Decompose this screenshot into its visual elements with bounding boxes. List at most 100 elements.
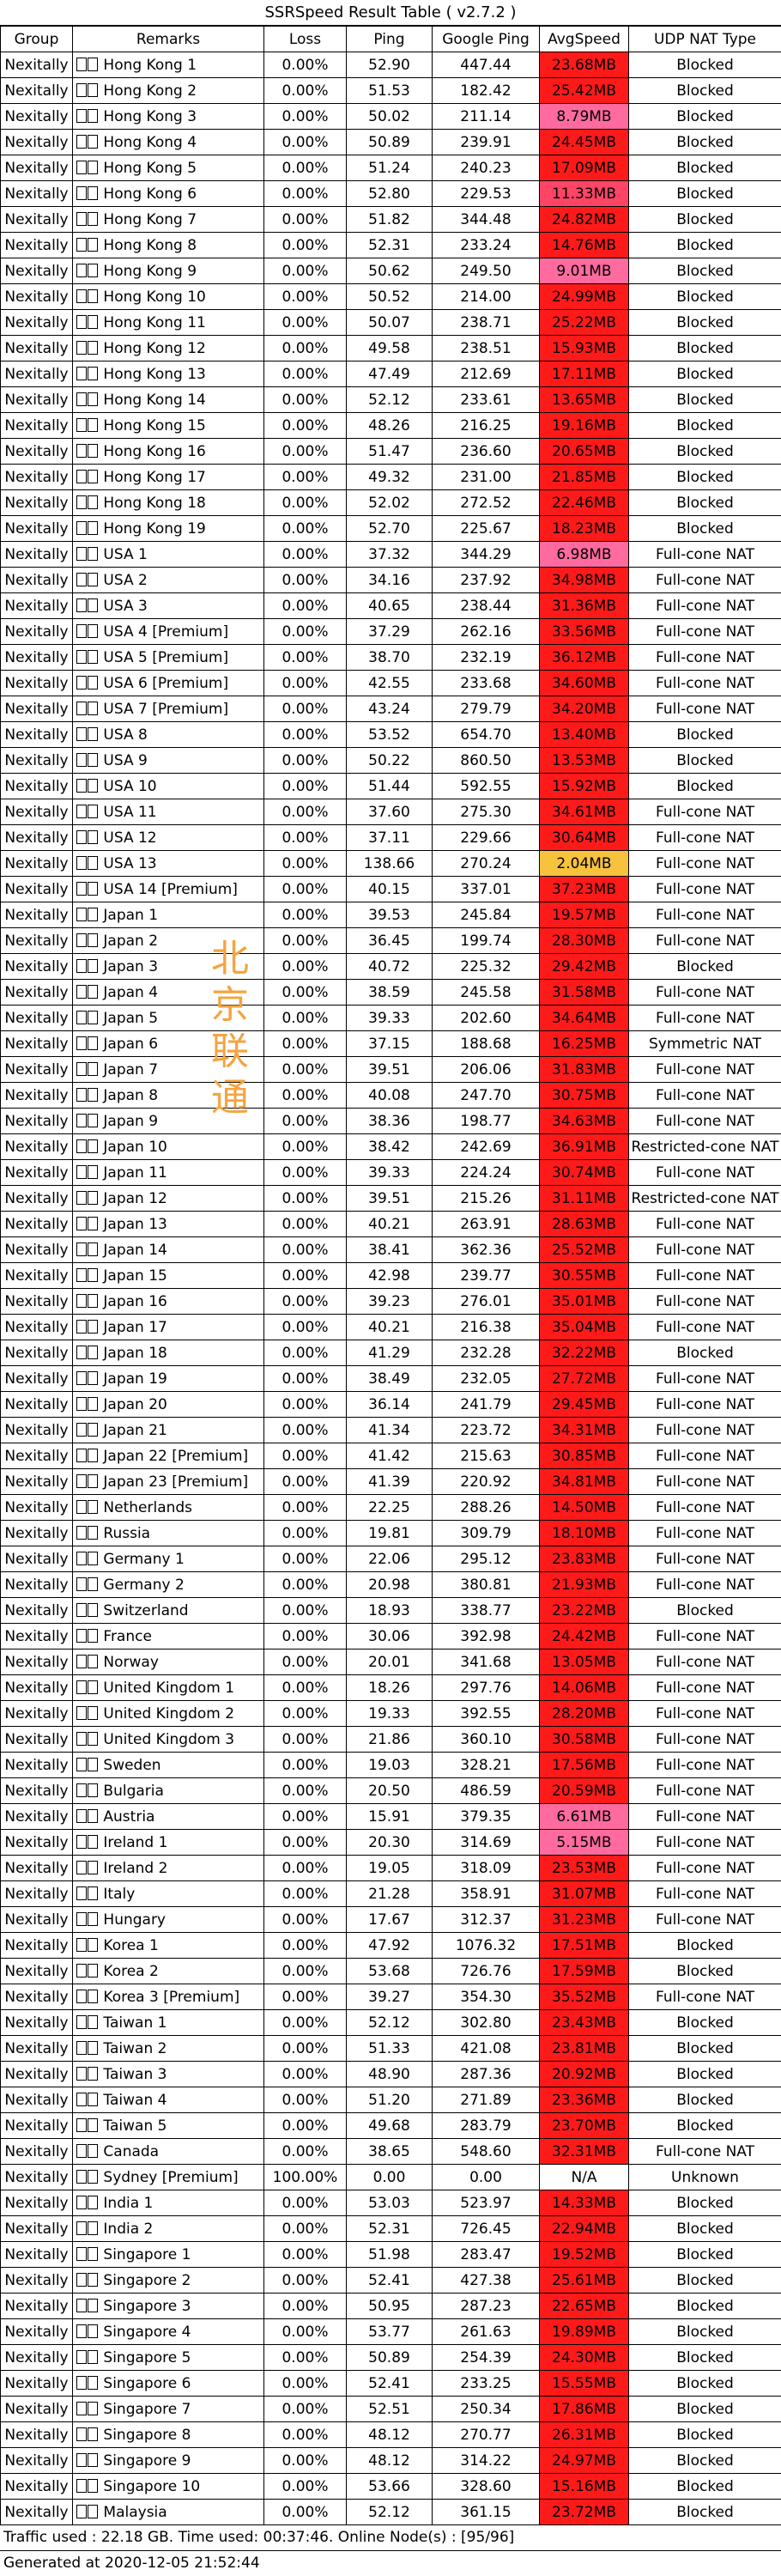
cell-remarks: Hungary	[72, 1906, 264, 1933]
cell-google-ping: 215.63	[432, 1443, 540, 1469]
table-row: Nexitally Singapore 6 0.00% 52.41 233.25 15.…	[0, 2370, 781, 2397]
remark-text: USA 10	[103, 777, 157, 795]
cell-loss: 0.00%	[263, 2473, 347, 2500]
cell-group: Nexitally	[0, 1958, 73, 1984]
cell-google-ping: 240.23	[432, 155, 540, 181]
cell-ping: 50.89	[346, 2344, 433, 2371]
cell-avg-speed: 24.45MB	[539, 129, 629, 155]
cell-udp-nat-type: Blocked	[628, 1340, 781, 1366]
flag-icon	[76, 160, 87, 174]
cell-avg-speed: 23.43MB	[539, 2009, 629, 2036]
stamp-char: 通	[211, 1076, 249, 1120]
cell-group: Nexitally	[0, 1855, 73, 1881]
cell-udp-nat-type: Full-cone NAT	[628, 1494, 781, 1521]
cell-remarks: Hong Kong 1	[72, 52, 264, 78]
table-row: Nexitally Hong Kong 8 0.00% 52.31 233.24 14.…	[0, 232, 781, 258]
cell-avg-speed: 20.65MB	[539, 438, 629, 465]
cell-ping: 50.07	[346, 309, 433, 336]
cell-remarks: Japan 9	[72, 1108, 264, 1134]
flag-icon	[88, 2504, 98, 2518]
cell-group: Nexitally	[0, 1417, 73, 1443]
flag-icon	[88, 752, 98, 767]
flag-icon	[88, 933, 98, 947]
remark-text: Taiwan 2	[103, 2039, 167, 2057]
cell-udp-nat-type: Blocked	[628, 773, 781, 799]
cell-avg-speed: 25.22MB	[539, 309, 629, 336]
cell-ping: 21.86	[346, 1726, 433, 1753]
cell-loss: 0.00%	[263, 489, 347, 516]
cell-loss: 0.00%	[263, 1365, 347, 1392]
cell-google-ping: 241.79	[432, 1391, 540, 1418]
flag-icon	[76, 1577, 87, 1591]
cell-google-ping: 592.55	[432, 773, 540, 799]
cell-avg-speed: 13.05MB	[539, 1649, 629, 1675]
flag-icon	[88, 829, 98, 844]
table-row: Nexitally Japan 7 0.00% 39.51 206.06 31.83MB…	[0, 1056, 781, 1083]
cell-avg-speed: 33.56MB	[539, 618, 629, 645]
cell-google-ping: 288.26	[432, 1494, 540, 1521]
table-row: Nexitally Norway 0.00% 20.01 341.68 13.05MB F…	[0, 1649, 781, 1675]
cell-group: Nexitally	[0, 2035, 73, 2062]
cell-google-ping: 328.21	[432, 1752, 540, 1778]
cell-ping: 39.51	[346, 1185, 433, 1212]
cell-udp-nat-type: Full-cone NAT	[628, 1752, 781, 1778]
flag-icon	[76, 2401, 87, 2415]
cell-ping: 53.03	[346, 2190, 433, 2216]
cell-avg-speed: 23.81MB	[539, 2035, 629, 2062]
cell-ping: 19.03	[346, 1752, 433, 1778]
flag-icon	[88, 2169, 98, 2184]
table-row: Nexitally India 1 0.00% 53.03 523.97 14.33MB…	[0, 2190, 781, 2216]
flag-icon	[88, 1757, 98, 1771]
cell-udp-nat-type: Full-cone NAT	[628, 1391, 781, 1418]
cell-ping: 53.52	[346, 721, 433, 748]
cell-loss: 0.00%	[263, 1314, 347, 1340]
flag-icon	[76, 2066, 87, 2081]
remark-text: Japan 2	[103, 932, 159, 950]
cell-group: Nexitally	[0, 2396, 73, 2422]
cell-remarks: Italy	[72, 1880, 264, 1907]
cell-avg-speed: 18.23MB	[539, 515, 629, 542]
flag-icon	[88, 2195, 98, 2209]
cell-udp-nat-type: Blocked	[628, 2396, 781, 2422]
cell-group: Nexitally	[0, 258, 73, 284]
table-row: Nexitally Hong Kong 3 0.00% 50.02 211.14 8.7…	[0, 103, 781, 130]
remark-text: Singapore 4	[103, 2323, 191, 2341]
cell-remarks: Netherlands	[72, 1494, 264, 1521]
cell-udp-nat-type: Full-cone NAT	[628, 1056, 781, 1083]
flag-icon	[88, 1808, 98, 1823]
cell-avg-speed: 19.16MB	[539, 412, 629, 439]
cell-google-ping: 233.25	[432, 2370, 540, 2397]
cell-loss: 0.00%	[263, 1803, 347, 1830]
cell-google-ping: 254.39	[432, 2344, 540, 2371]
table-row: Nexitally Italy 0.00% 21.28 358.91 31.07MB Fu…	[0, 1880, 781, 1907]
cell-avg-speed: 26.31MB	[539, 2421, 629, 2448]
remark-text: USA 1	[103, 545, 148, 563]
cell-udp-nat-type: Full-cone NAT	[628, 2138, 781, 2165]
flag-icon	[88, 1886, 98, 1900]
cell-remarks: Taiwan 4	[72, 2087, 264, 2113]
flag-icon	[76, 1628, 87, 1643]
cell-ping: 50.52	[346, 283, 433, 310]
flag-icon	[76, 1886, 87, 1900]
flag-icon	[88, 1113, 98, 1127]
remark-text: Hong Kong 17	[103, 468, 206, 486]
cell-avg-speed: N/A	[539, 2164, 629, 2190]
cell-avg-speed: 17.59MB	[539, 1958, 629, 1984]
cell-remarks: Japan 10	[72, 1133, 264, 1160]
cell-loss: 0.00%	[263, 1211, 347, 1237]
cell-remarks: USA 5 [Premium]	[72, 644, 264, 671]
cell-google-ping: 270.77	[432, 2421, 540, 2448]
cell-google-ping: 239.77	[432, 1262, 540, 1289]
cell-ping: 48.26	[346, 412, 433, 439]
cell-udp-nat-type: Blocked	[628, 464, 781, 490]
cell-group: Nexitally	[0, 2421, 73, 2448]
cell-udp-nat-type: Full-cone NAT	[628, 696, 781, 722]
flag-icon	[88, 1577, 98, 1591]
cell-group: Nexitally	[0, 1597, 73, 1624]
remark-text: India 1	[103, 2194, 154, 2212]
cell-udp-nat-type: Blocked	[628, 129, 781, 155]
flag-icon	[88, 623, 98, 638]
flag-icon	[88, 2427, 98, 2441]
remark-text: Switzerland	[103, 1601, 189, 1619]
